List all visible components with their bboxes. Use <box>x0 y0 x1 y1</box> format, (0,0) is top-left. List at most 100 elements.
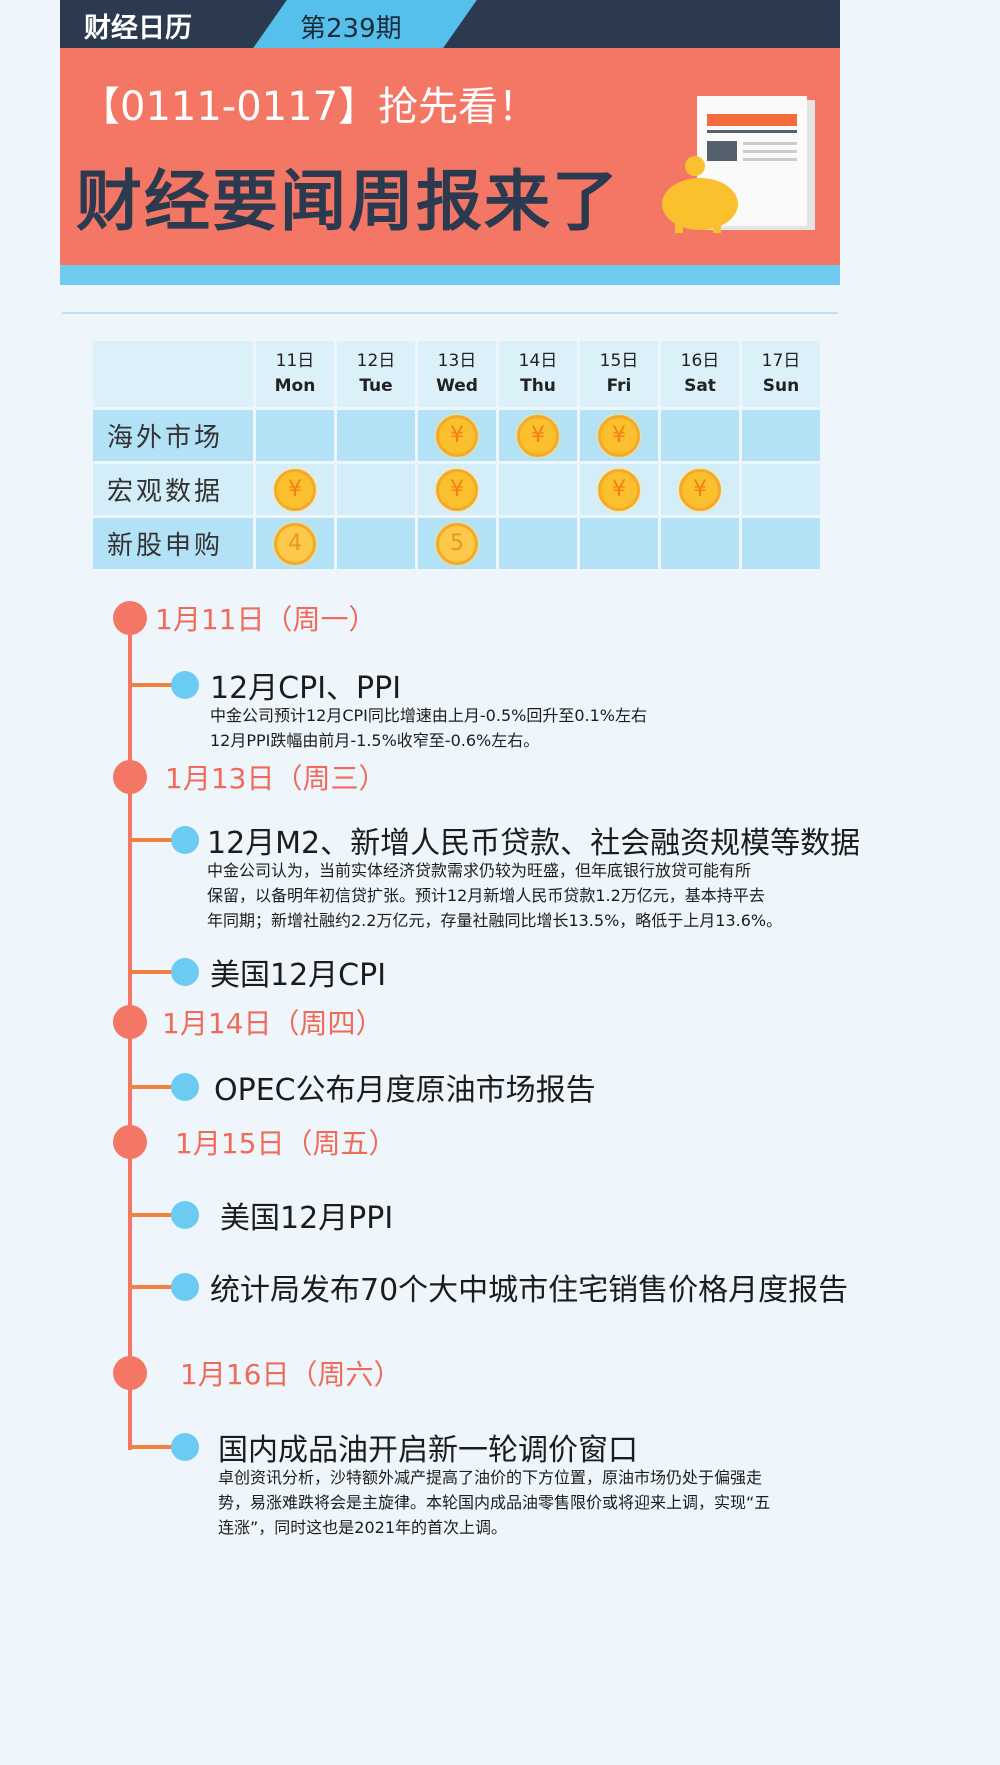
day-header: 16日 Sat <box>661 341 739 407</box>
row-label: 海外市场 <box>93 410 253 461</box>
event-title: OPEC公布月度原油市场报告 <box>214 1073 596 1108</box>
event-title: 12月M2、新增人民币贷款、社会融资规模等数据 <box>207 826 861 861</box>
calendar-cell <box>661 410 739 461</box>
calendar-cell <box>742 410 820 461</box>
day-weekday: Tue <box>359 376 393 396</box>
event-branch <box>130 683 175 687</box>
day-date: 15日 <box>599 350 639 371</box>
calendar-row: 新股申购 4 5 <box>93 518 820 569</box>
row-label: 宏观数据 <box>93 464 253 515</box>
calendar-cell <box>580 518 658 569</box>
day-weekday: Sun <box>762 376 800 396</box>
event-dot <box>171 1433 199 1461</box>
calendar-cell: ¥ <box>580 464 658 515</box>
event-dot <box>171 826 199 854</box>
calendar-cell <box>742 464 820 515</box>
event-title: 美国12月CPI <box>210 958 387 993</box>
yen-coin-icon: ¥ <box>679 468 721 511</box>
event-dot <box>171 1273 199 1301</box>
calendar-cell: 5 <box>418 518 496 569</box>
event-branch <box>130 1285 175 1289</box>
calendar-cell: 4 <box>256 518 334 569</box>
day-date: 16日 <box>680 350 720 371</box>
day-weekday: Wed <box>436 376 478 396</box>
issue-number: 第239期 <box>300 14 402 44</box>
event-dot <box>171 958 199 986</box>
event-title: 12月CPI、PPI <box>210 671 402 706</box>
hero-banner: 【0111-0117】抢先看！ 财经要闻周报来了 <box>60 48 840 265</box>
calendar-cell <box>337 410 415 461</box>
date-heading: 1月11日（周一） <box>155 603 377 636</box>
hero-title: 财经要闻周报来了 <box>76 163 620 240</box>
day-weekday: Sat <box>684 376 716 396</box>
event-description: 势，易涨难跌将会是主旋律。本轮国内成品油零售限价或将迎来上调，实现“五 <box>218 1493 771 1512</box>
event-description: 年同期；新增社融约2.2万亿元，存量社融同比增长13.5%，略低于上月13.6%… <box>207 911 783 930</box>
calendar-cell: ¥ <box>418 464 496 515</box>
event-branch <box>130 1445 175 1449</box>
calendar-cell: ¥ <box>499 410 577 461</box>
yen-coin-icon: ¥ <box>436 468 478 511</box>
day-date: 11日 <box>275 350 315 371</box>
date-marker <box>113 601 147 635</box>
day-header: 15日 Fri <box>580 341 658 407</box>
event-dot <box>171 1073 199 1101</box>
day-header: 17日 Sun <box>742 341 820 407</box>
calendar-cell <box>661 518 739 569</box>
event-branch <box>130 1213 175 1217</box>
brand-title: 财经日历 <box>84 13 192 44</box>
event-branch <box>130 970 175 974</box>
yen-coin-icon: ¥ <box>598 414 640 457</box>
calendar-row: 宏观数据 ¥ ¥ ¥ ¥ <box>93 464 820 515</box>
day-date: 12日 <box>356 350 396 371</box>
date-heading: 1月16日（周六） <box>180 1358 402 1391</box>
date-heading: 1月15日（周五） <box>175 1127 397 1160</box>
date-marker <box>113 1356 147 1390</box>
calendar-cell <box>337 518 415 569</box>
event-description: 中金公司认为，当前实体经济贷款需求仍较为旺盛，但年底银行放贷可能有所 <box>207 861 752 880</box>
calendar-cell <box>742 518 820 569</box>
day-date: 14日 <box>518 350 558 371</box>
calendar-cell: ¥ <box>256 464 334 515</box>
week-calendar-table: 11日 Mon 12日 Tue 13日 Wed 14日 Thu 15日 Fri 16日 Sat 17日 S… <box>90 338 823 572</box>
divider <box>62 312 838 314</box>
date-marker <box>113 1005 147 1039</box>
day-header: 13日 Wed <box>418 341 496 407</box>
yen-coin-icon: ¥ <box>598 468 640 511</box>
yen-coin-icon: ¥ <box>436 414 478 457</box>
calendar-cell <box>499 518 577 569</box>
calendar-cell <box>337 464 415 515</box>
calendar-row: 海外市场 ¥ ¥ ¥ <box>93 410 820 461</box>
event-title: 国内成品油开启新一轮调价窗口 <box>218 1433 638 1468</box>
calendar-cell <box>256 410 334 461</box>
event-title: 统计局发布70个大中城市住宅销售价格月度报告 <box>210 1273 849 1308</box>
event-branch <box>130 1085 175 1089</box>
calendar-cell: ¥ <box>418 410 496 461</box>
day-header: 14日 Thu <box>499 341 577 407</box>
calendar-cell: ¥ <box>580 410 658 461</box>
event-description: 12月PPI跌幅由前月-1.5%收窄至-0.6%左右。 <box>210 731 540 750</box>
event-branch <box>130 838 175 842</box>
event-dot <box>171 1201 199 1229</box>
corner-cell <box>93 341 253 407</box>
event-description: 保留，以备明年初信贷扩张。预计12月新增人民币贷款1.2万亿元，基本持平去 <box>207 886 765 905</box>
event-title: 美国12月PPI <box>220 1201 394 1236</box>
event-description: 中金公司预计12月CPI同比增速由上月-0.5%回升至0.1%左右 <box>210 706 647 725</box>
yen-coin-icon: ¥ <box>517 414 559 457</box>
day-date: 13日 <box>437 350 477 371</box>
day-weekday: Thu <box>520 376 556 396</box>
day-weekday: Fri <box>606 376 632 396</box>
top-bar: 财经日历 第239期 <box>60 0 840 48</box>
number-coin-icon: 5 <box>436 522 478 565</box>
date-heading: 1月14日（周四） <box>162 1007 384 1040</box>
calendar-cell: ¥ <box>661 464 739 515</box>
hero-subtitle: 【0111-0117】抢先看！ <box>80 84 539 130</box>
event-description: 连涨”，同时这也是2021年的首次上调。 <box>218 1518 508 1537</box>
day-header: 11日 Mon <box>256 341 334 407</box>
date-marker <box>113 760 147 794</box>
day-date: 17日 <box>761 350 801 371</box>
date-heading: 1月13日（周三） <box>165 762 387 795</box>
calendar-header-row: 11日 Mon 12日 Tue 13日 Wed 14日 Thu 15日 Fri 16日 Sat 17日 S… <box>93 341 820 407</box>
newspaper-piggy-icon <box>662 96 815 233</box>
day-header: 12日 Tue <box>337 341 415 407</box>
number-coin-icon: 4 <box>274 522 316 565</box>
